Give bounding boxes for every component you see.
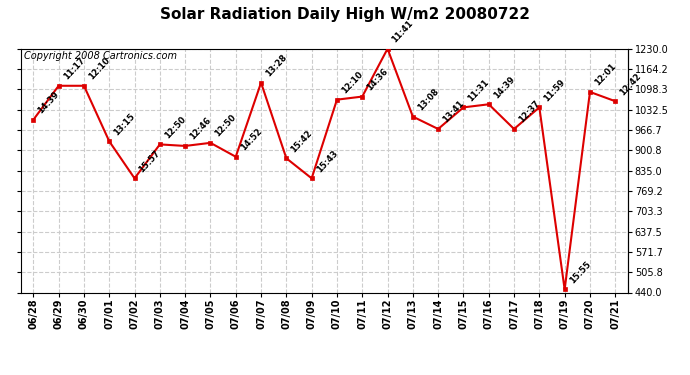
Text: 13:08: 13:08 — [415, 87, 440, 112]
Text: 14:36: 14:36 — [365, 67, 390, 92]
Text: 12:10: 12:10 — [87, 56, 112, 82]
Text: Copyright 2008 Cartronics.com: Copyright 2008 Cartronics.com — [23, 51, 177, 61]
Text: 13:15: 13:15 — [112, 111, 137, 137]
Text: 14:39: 14:39 — [36, 90, 61, 116]
Text: 14:52: 14:52 — [239, 127, 264, 153]
Text: 12:10: 12:10 — [339, 70, 364, 96]
Text: 13:41: 13:41 — [441, 99, 466, 125]
Text: 11:31: 11:31 — [466, 78, 491, 103]
Text: 12:46: 12:46 — [188, 116, 213, 142]
Text: 15:43: 15:43 — [315, 148, 339, 174]
Text: 12:37: 12:37 — [517, 99, 542, 125]
Text: 12:50: 12:50 — [213, 113, 238, 139]
Text: 12:01: 12:01 — [593, 62, 618, 88]
Text: 11:41: 11:41 — [391, 19, 415, 45]
Text: 11:59: 11:59 — [542, 78, 567, 103]
Text: 15:42: 15:42 — [289, 128, 314, 154]
Text: 15:55: 15:55 — [567, 260, 592, 285]
Text: 13:28: 13:28 — [264, 53, 288, 78]
Text: 11:17: 11:17 — [61, 56, 86, 82]
Text: 15:57: 15:57 — [137, 148, 162, 174]
Text: Solar Radiation Daily High W/m2 20080722: Solar Radiation Daily High W/m2 20080722 — [160, 8, 530, 22]
Text: 14:39: 14:39 — [491, 75, 516, 100]
Text: 12:42: 12:42 — [618, 71, 643, 97]
Text: 12:50: 12:50 — [163, 114, 188, 140]
